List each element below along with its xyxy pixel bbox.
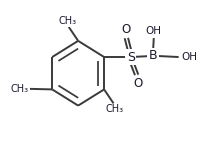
- Text: S: S: [127, 51, 135, 64]
- Text: O: O: [121, 23, 131, 36]
- Text: CH₃: CH₃: [11, 84, 29, 94]
- Text: OH: OH: [181, 52, 197, 62]
- Text: CH₃: CH₃: [59, 16, 77, 26]
- Text: B: B: [149, 49, 157, 62]
- Text: CH₃: CH₃: [105, 104, 124, 114]
- Text: O: O: [134, 77, 143, 90]
- Text: OH: OH: [146, 26, 162, 36]
